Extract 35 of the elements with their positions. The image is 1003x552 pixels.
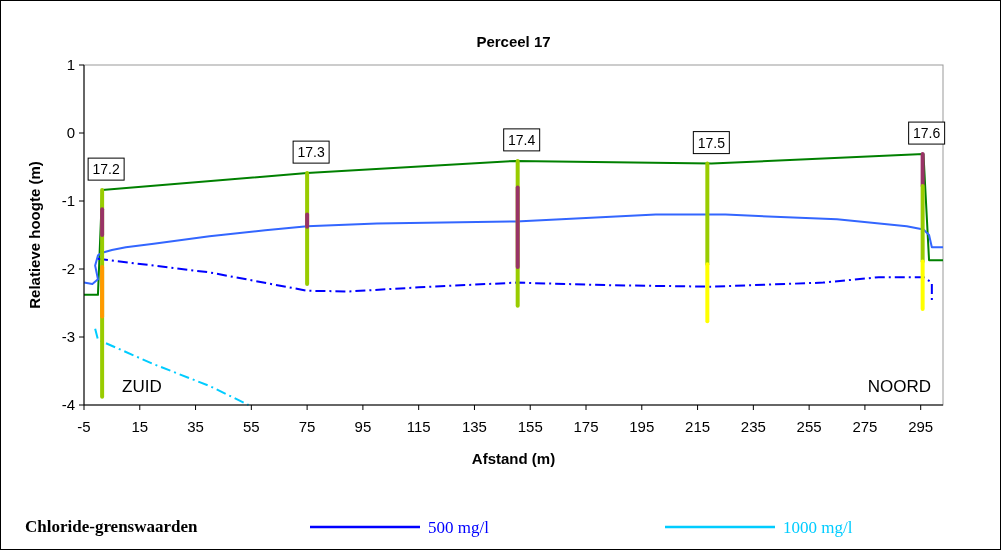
- x-tick-label: 195: [629, 418, 655, 435]
- x-tick-label: 295: [908, 418, 934, 435]
- text: 1000 mg/l: [783, 518, 853, 537]
- y-tick-label: -4: [61, 396, 75, 413]
- annotation: 17.3: [297, 144, 325, 161]
- x-tick-label: 155: [517, 418, 543, 435]
- x-tick-label: 115: [406, 418, 431, 435]
- x-tick-label: 55: [242, 418, 260, 435]
- x-tick-label: 255: [796, 418, 822, 435]
- x-tick-label: 75: [298, 418, 316, 435]
- x-tick-label: 175: [573, 418, 599, 435]
- x-axis-title: Afstand (m): [471, 450, 556, 467]
- x-tick-label: 35: [187, 418, 204, 435]
- y-tick-label: -3: [61, 328, 75, 345]
- x-tick-label: 15: [131, 418, 149, 435]
- x-tick-label: 135: [461, 418, 487, 435]
- y-tick-label: -1: [61, 192, 75, 209]
- annotation: 17.5: [697, 134, 726, 151]
- chart-title: Perceel 17: [476, 33, 551, 50]
- x-tick-label: -5: [77, 418, 91, 435]
- y-tick-label: 0: [66, 124, 75, 141]
- y-tick-label: 1: [66, 56, 75, 73]
- text: 500 mg/l: [428, 518, 490, 537]
- annotation: 17.4: [508, 131, 536, 148]
- x-tick-label: 215: [685, 418, 711, 435]
- annotation: ZUID: [122, 377, 162, 396]
- y-axis-title: Relatieve hoogte (m): [26, 161, 43, 309]
- legend-title: Chloride-grenswaarden: [25, 517, 199, 536]
- annotation: 17.6: [913, 125, 941, 142]
- x-tick-label: 235: [740, 418, 766, 435]
- x-tick-label: 95: [354, 418, 372, 435]
- x-tick-label: 275: [852, 418, 878, 435]
- annotation: NOORD: [867, 377, 931, 396]
- y-tick-label: -2: [61, 260, 75, 277]
- annotation: 17.2: [92, 161, 120, 178]
